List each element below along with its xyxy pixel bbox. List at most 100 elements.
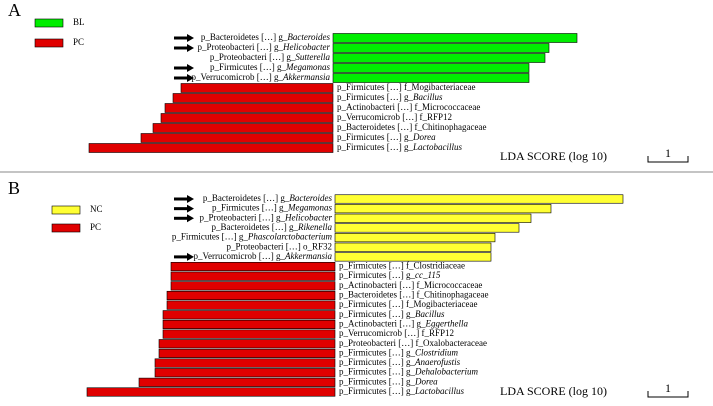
legend-label: NC xyxy=(90,204,103,214)
taxon-path: p_Firmicutes […] g_ xyxy=(337,132,413,142)
taxon-name: Micrococcaceae xyxy=(422,102,480,112)
taxon-path: p_Firmicutes […] g_ xyxy=(339,347,415,357)
taxon-name: Lactobacillus xyxy=(414,386,464,396)
taxon-name: Sutterella xyxy=(295,52,330,62)
bar-label: p_Bacteroidetes […] g_Rikenella xyxy=(212,222,333,232)
taxon-path: p_Proteobacteri […] g_ xyxy=(200,212,286,222)
legend-swatch xyxy=(34,18,64,28)
taxon-name: Helicobacter xyxy=(282,42,330,52)
taxon-path: p_Firmicutes […] g_ xyxy=(339,309,415,319)
arrow-head xyxy=(187,34,194,42)
taxon-name: Bacteroides xyxy=(289,193,332,203)
panel-label: B xyxy=(8,178,20,198)
bar-label: p_Bacteroidetes […] g_Bacteroides xyxy=(201,32,331,42)
taxon-name: Megamonas xyxy=(287,203,332,213)
taxon-name: Dehalobacterium xyxy=(414,367,478,377)
taxon-name: Clostridiaceae xyxy=(414,261,465,271)
taxon-name: Helicobacter xyxy=(284,212,332,222)
taxon-path: p_Firmicutes […] g_ xyxy=(339,367,415,377)
bar xyxy=(162,329,336,339)
arrow-head xyxy=(187,44,194,52)
bar-label: p_Firmicutes […] g_Megamonas xyxy=(210,62,330,72)
taxon-name: RFP12 xyxy=(429,328,454,338)
bar-label: p_Firmicutes […] g_Phascolarctobacterium xyxy=(172,232,333,242)
arrow-head xyxy=(187,252,194,261)
taxon-path: p_Verrucomicrob […] g_ xyxy=(192,72,284,82)
bar xyxy=(332,53,546,63)
taxon-name: Mogibacteriaceae xyxy=(414,299,478,309)
bar-label: p_Verrucomicrob […] f_RFP12 xyxy=(339,328,454,338)
taxon-path: p_Actinobacteri […] f_ xyxy=(337,102,422,112)
taxon-path: p_Actinobacteri […] f_ xyxy=(339,280,424,290)
bar xyxy=(332,33,578,43)
taxon-path: p_Firmicutes […] g_ xyxy=(339,357,415,367)
bar-label: p_Proteobacteri […] f_Oxalobacteraceae xyxy=(339,338,487,348)
arrow-head xyxy=(187,204,194,213)
legend-swatch xyxy=(51,223,81,233)
taxon-path: p_Firmicutes […] f_ xyxy=(337,82,412,92)
taxon-name: Mogibacteriaceae xyxy=(412,82,476,92)
bar xyxy=(170,261,336,272)
panel-label: A xyxy=(8,0,21,20)
bar-label: p_Proteobacteri […] g_Helicobacter xyxy=(198,42,331,52)
arrow-head xyxy=(187,195,194,203)
bar-label: p_Firmicutes […] f_Mogibacteriaceae xyxy=(337,82,475,92)
bar-label: p_Verrucomicrob […] g_Akkermansia xyxy=(194,251,333,261)
taxon-name: Chitinophagaceae xyxy=(422,122,486,132)
bar-label: p_Firmicutes […] f_Clostridiaceae xyxy=(339,261,465,271)
bar xyxy=(154,368,336,378)
bar-label: p_Bacteroidetes […] g_Bacteroides xyxy=(203,193,333,203)
bar-label: p_Firmicutes […] g_Dehalobacterium xyxy=(339,367,478,377)
bar xyxy=(334,194,624,204)
bar xyxy=(162,319,336,330)
bar xyxy=(170,281,336,291)
bar-label: p_Verrucomicrob […] g_Akkermansia xyxy=(192,72,331,82)
bar-label: p_Proteobacteri […] g_Helicobacter xyxy=(200,212,333,222)
bar xyxy=(334,213,532,223)
taxon-name: Bacteroides xyxy=(287,32,330,42)
taxon-name: RFP12 xyxy=(427,112,452,122)
taxon-path: p_Verrucomicrob […] f_ xyxy=(339,328,429,338)
taxon-path: p_Firmicutes […] g_ xyxy=(210,62,286,72)
bar xyxy=(154,358,336,368)
bar xyxy=(162,310,336,320)
taxon-name: Bacillus xyxy=(413,92,443,102)
taxon-name: Clostridium xyxy=(415,347,459,357)
bar xyxy=(332,43,550,53)
taxon-name: Akkermansia xyxy=(282,72,330,82)
bar xyxy=(166,300,336,310)
taxon-path: p_Bacteroidetes […] f_ xyxy=(339,290,424,300)
taxon-name: Bacillus xyxy=(415,309,445,319)
taxon-name: Anaerofustis xyxy=(414,357,461,367)
taxon-path: p_Firmicutes […] g_ xyxy=(337,92,413,102)
legend-label: BL xyxy=(73,17,85,27)
taxon-path: p_Firmicutes […] f_ xyxy=(339,261,414,271)
bar xyxy=(138,377,336,387)
taxon-name: Micrococcaceae xyxy=(424,280,482,290)
taxon-name: Phascolarctobacterium xyxy=(247,232,333,242)
bar-label: p_Firmicutes […] g_Clostridium xyxy=(339,347,459,357)
taxon-path: p_Firmicutes […] g_ xyxy=(212,203,288,213)
bar xyxy=(158,339,336,349)
x-axis-label: LDA SCORE (log 10) xyxy=(500,149,607,163)
taxon-name: Oxalobacteraceae xyxy=(423,338,487,348)
legend-swatch xyxy=(34,38,64,48)
bar xyxy=(334,223,520,233)
bar-label: p_Firmicutes […] g_Dorea xyxy=(339,376,438,386)
bar xyxy=(334,233,496,243)
bar xyxy=(152,123,334,133)
bar xyxy=(158,348,336,358)
bar-label: p_Bacteroidetes […] f_Chitinophagaceae xyxy=(339,290,488,300)
bar-label: p_Actinobacteri […] g_Eggerthella xyxy=(339,319,468,329)
taxon-name: Dorea xyxy=(412,132,436,142)
bar xyxy=(88,143,334,153)
taxon-path: p_Firmicutes […] g_ xyxy=(339,386,415,396)
bar-label: p_Firmicutes […] g_cc_115 xyxy=(339,270,441,280)
taxon-name: Dorea xyxy=(414,376,438,386)
taxon-path: p_Bacteroidetes […] g_ xyxy=(212,222,299,232)
taxon-path: p_Verrucomicrob […] g_ xyxy=(194,251,286,261)
taxon-name: Akkermansia xyxy=(284,251,332,261)
taxon-name: cc_115 xyxy=(415,270,441,280)
taxon-name: Eggerthella xyxy=(424,319,468,329)
